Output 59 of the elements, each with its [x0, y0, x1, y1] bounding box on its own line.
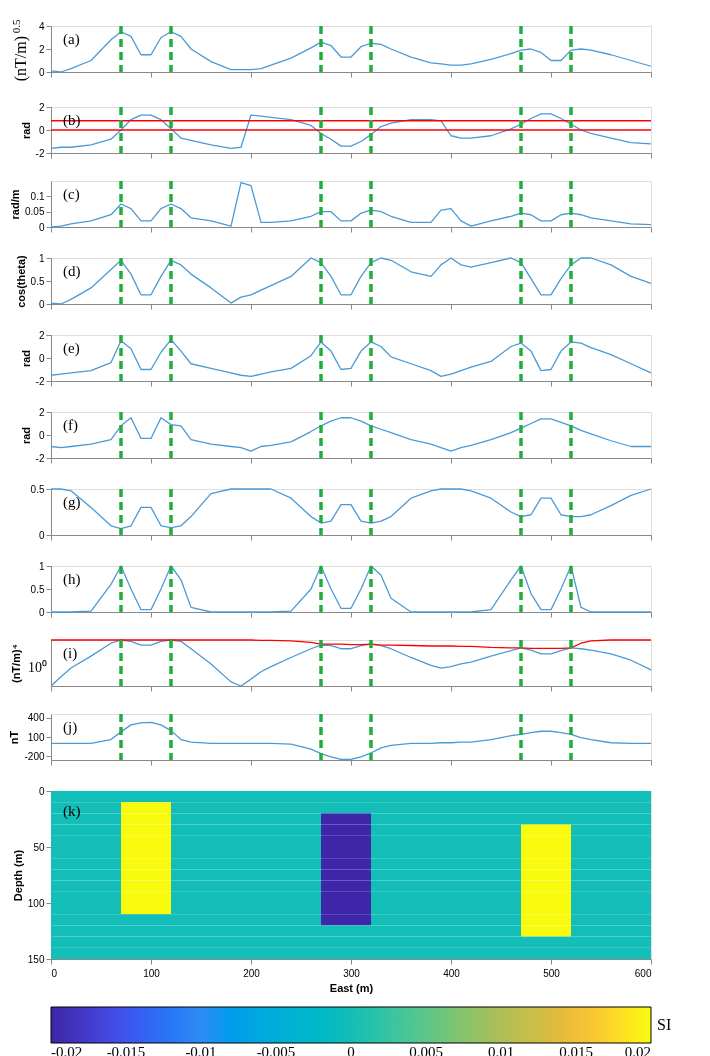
- x-axis-title: East (m): [329, 981, 374, 994]
- annotation: (k): [63, 803, 81, 820]
- annotation: (f): [63, 417, 78, 434]
- y-tick-label: 1: [38, 560, 45, 572]
- y-axis-title: (nT/m)⁴: [9, 643, 22, 684]
- annotation: (j): [63, 719, 78, 736]
- y-tick-label: 0: [38, 785, 45, 797]
- y-tick-label: 0: [38, 529, 45, 541]
- y-tick-label: 50: [33, 841, 45, 853]
- y-tick-label: 0: [38, 298, 45, 310]
- x-tick-label: 300: [343, 967, 361, 979]
- y-tick-label: 2: [38, 43, 45, 55]
- y-axis-title: Depth (m): [11, 849, 24, 902]
- y-tick-label: 0: [38, 124, 45, 136]
- y-tick-label: 400: [27, 712, 45, 724]
- y-axis-title: rad: [19, 121, 32, 140]
- y-tick-label: 2: [38, 329, 45, 341]
- annotation: (e): [63, 340, 80, 357]
- y-tick-label: 0: [38, 352, 45, 364]
- y-axis-title: rad: [19, 426, 32, 445]
- x-tick-label: 0: [51, 967, 58, 979]
- y-tick-label: 0.05: [25, 206, 45, 218]
- x-tick-label: 400: [443, 967, 461, 979]
- annotation: (h): [63, 571, 81, 588]
- x-tick-label: 100: [143, 967, 161, 979]
- x-tick-label: 500: [543, 967, 561, 979]
- x-tick-label: 200: [243, 967, 261, 979]
- y-axis-title: cos(theta): [14, 254, 27, 308]
- y-tick-label: 0.5: [30, 483, 45, 495]
- y-tick-label: 2: [38, 406, 45, 418]
- y-axis-title: (nT/m)0.5: [10, 19, 30, 82]
- y-tick-label: 2: [38, 101, 45, 113]
- text: 10⁰: [28, 660, 47, 675]
- y-tick-label: -2: [35, 375, 45, 387]
- y-tick-label: 100: [27, 897, 45, 909]
- color-bar-title: SI: [657, 1016, 672, 1033]
- annotation: (a): [63, 31, 80, 48]
- y-tick-label: 0: [38, 606, 45, 618]
- y-tick-label: 0.5: [30, 275, 45, 287]
- y-axis-title: rad/m: [9, 189, 22, 220]
- y-axis-title: nT: [8, 730, 21, 745]
- y-tick-label: 150: [27, 953, 45, 965]
- y-tick-label: -200: [24, 750, 45, 762]
- annotation: (d): [63, 263, 81, 280]
- y-tick-label: 1: [38, 252, 45, 264]
- y-tick-label: 100: [27, 731, 45, 743]
- annotation: (i): [63, 645, 78, 662]
- y-tick-label: -2: [35, 452, 45, 464]
- y-tick-label: 0: [38, 66, 45, 78]
- y-tick-label: 0: [38, 221, 45, 233]
- y-tick-label: 0.1: [30, 190, 45, 202]
- annotation: (c): [63, 186, 80, 203]
- annotation: (g): [63, 494, 81, 511]
- y-tick-label: 4: [38, 20, 45, 32]
- y-tick-label: 0.5: [30, 583, 45, 595]
- y-tick-label: 0: [38, 429, 45, 441]
- y-axis-title: rad: [19, 349, 32, 368]
- x-tick-label: 600: [634, 967, 652, 979]
- y-tick-label: -2: [35, 147, 45, 159]
